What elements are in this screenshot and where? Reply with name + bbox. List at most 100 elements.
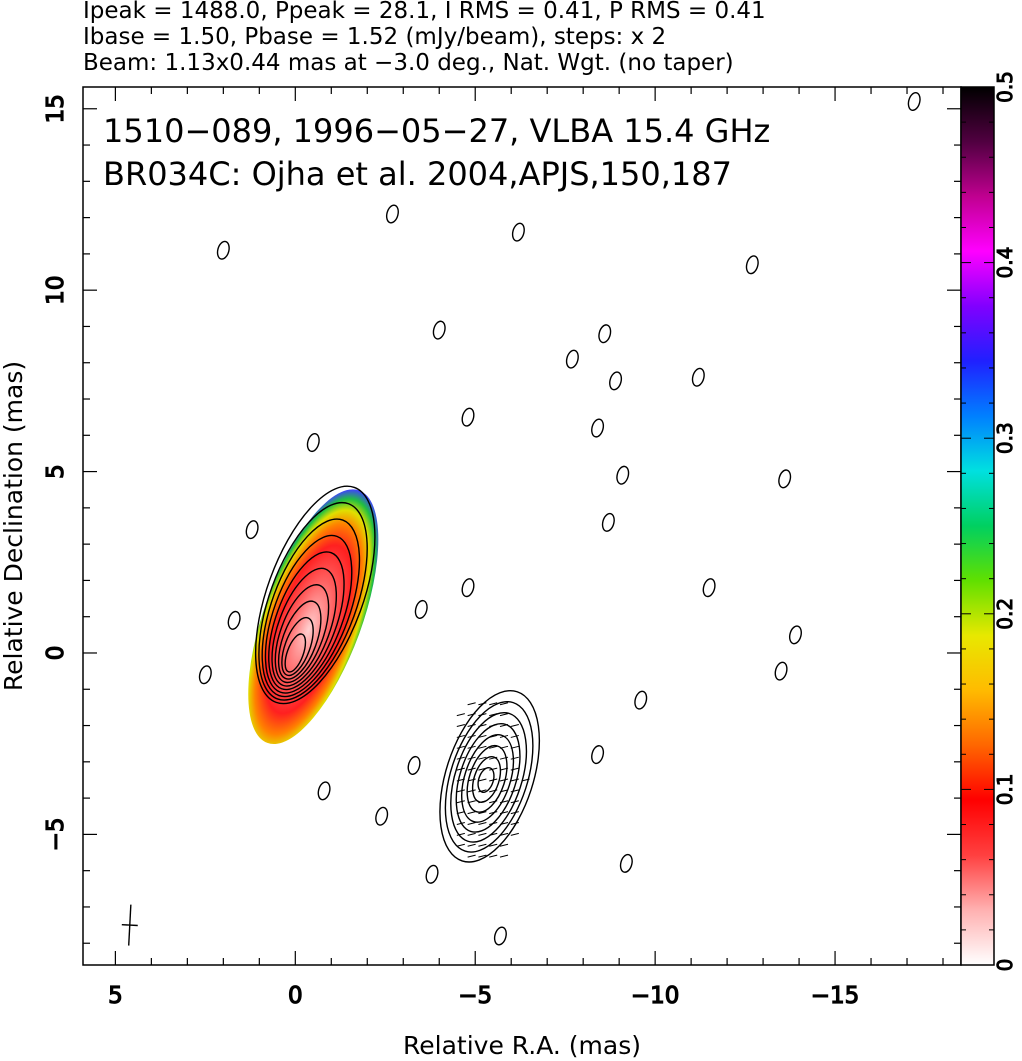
polarization-vector <box>478 832 487 836</box>
polarization-vector <box>478 713 487 717</box>
y-tick-label: −5 <box>43 817 69 851</box>
noise-contour <box>907 92 921 112</box>
polarization-vector <box>456 832 465 836</box>
x-tick-label: 5 <box>108 983 123 1009</box>
intensity-contours <box>254 485 541 863</box>
x-tick-label: −15 <box>811 983 860 1009</box>
polarization-vector <box>478 800 487 804</box>
core-contour <box>284 633 307 673</box>
polarization-vector <box>499 822 509 825</box>
polarization-vector <box>489 811 498 815</box>
polarization-vector <box>456 734 465 738</box>
polarization-vector <box>489 854 498 858</box>
polarization-vector <box>456 843 465 847</box>
polarization-vector <box>467 734 476 738</box>
polarization-vector <box>467 702 476 706</box>
polarization-vector <box>478 702 487 706</box>
noise-contour <box>601 512 615 532</box>
chart-subtitle: BR034C: Ojha et al. 2004,APJS,150,187 <box>103 155 732 193</box>
polarization-vector <box>510 811 519 815</box>
polarization-vector <box>467 745 476 749</box>
jet-contour <box>450 711 528 843</box>
jet-contour <box>439 689 541 863</box>
polarization-vector <box>499 724 509 728</box>
noise-contour <box>788 625 802 645</box>
polarization-vector <box>510 778 519 782</box>
polarization-vector <box>478 811 487 815</box>
noise-contour <box>198 665 212 685</box>
core-contour <box>271 567 338 687</box>
core-contour <box>254 485 376 705</box>
polarization-heatmap <box>248 489 379 745</box>
core-contour <box>258 501 368 701</box>
noise-contour <box>619 853 633 873</box>
polarization-vector <box>478 822 487 825</box>
polarization-vector <box>456 713 465 717</box>
noise-contour <box>385 204 399 224</box>
core-contour <box>281 616 314 677</box>
noise-contour <box>591 418 605 438</box>
polarization-vector <box>489 756 498 760</box>
plot-frame <box>82 86 962 966</box>
colorbar-tick-label: 0.3 <box>993 422 1017 454</box>
core-contour <box>268 551 345 691</box>
noise-contour <box>565 349 579 369</box>
jet-contour <box>466 744 508 813</box>
polarization-vector <box>478 789 487 793</box>
polarization-vector <box>478 854 487 858</box>
y-tick-label: 5 <box>43 464 69 479</box>
polarization-vector <box>521 778 530 782</box>
polarization-vectors <box>456 702 530 858</box>
polarization-vector <box>467 713 476 717</box>
noise-contour <box>461 578 475 598</box>
noise-contour <box>702 578 716 598</box>
polarization-vector <box>489 745 498 749</box>
polarization-vector <box>467 756 476 760</box>
polarization-vector <box>489 822 498 825</box>
header-line-3: Beam: 1.13x0.44 mas at −3.0 deg., Nat. W… <box>83 50 734 76</box>
polarization-vector <box>456 822 465 825</box>
noise-contour <box>306 433 320 453</box>
polarization-vector <box>467 832 476 836</box>
jet-contour <box>461 733 515 823</box>
polarization-vector <box>456 756 465 760</box>
polarization-vector <box>499 734 509 738</box>
polarization-vector <box>478 724 487 728</box>
noise-contour <box>425 864 439 884</box>
polarization-vector <box>510 734 519 738</box>
polarization-vector <box>489 702 498 706</box>
noise-contours <box>198 92 921 946</box>
x-axis-label: Relative R.A. (mas) <box>403 1031 641 1060</box>
polarization-vector <box>489 843 498 847</box>
core-contour <box>277 600 322 680</box>
polarization-vector <box>456 724 465 728</box>
polarization-vector <box>499 713 509 717</box>
x-tick-label: −10 <box>631 983 680 1009</box>
polarization-vector <box>489 778 498 782</box>
noise-contour <box>414 599 428 619</box>
colorbar-ticks: 0 0.1 0.2 0.3 0.4 0.5 <box>961 71 1018 972</box>
noise-contour <box>634 690 648 710</box>
colorbar-tick-label: 0 <box>993 959 1017 972</box>
noise-contour <box>245 520 259 540</box>
polarization-vector <box>467 854 476 858</box>
polarization-vector <box>489 724 498 728</box>
polarization-vector <box>489 767 498 771</box>
polarization-vector <box>467 811 476 815</box>
polarization-vector <box>510 822 519 825</box>
polarization-vector <box>499 843 509 847</box>
polarization-vector <box>478 843 487 847</box>
polarization-vector <box>467 843 476 847</box>
polarization-vector <box>489 734 498 738</box>
noise-contour <box>461 407 475 427</box>
core-contour <box>261 518 361 698</box>
chart-title: 1510−089, 1996−05−27, VLBA 15.4 GHz <box>103 112 770 150</box>
polarization-vector <box>499 789 509 793</box>
colorbar-tick-label: 0.1 <box>993 773 1017 805</box>
polarization-vector <box>478 767 487 771</box>
noise-contour <box>774 661 788 681</box>
y-axis-ticks: −5 0 5 10 15 <box>42 94 961 944</box>
noise-contour <box>609 371 623 391</box>
colorbar-tick-label: 0.4 <box>993 247 1017 279</box>
